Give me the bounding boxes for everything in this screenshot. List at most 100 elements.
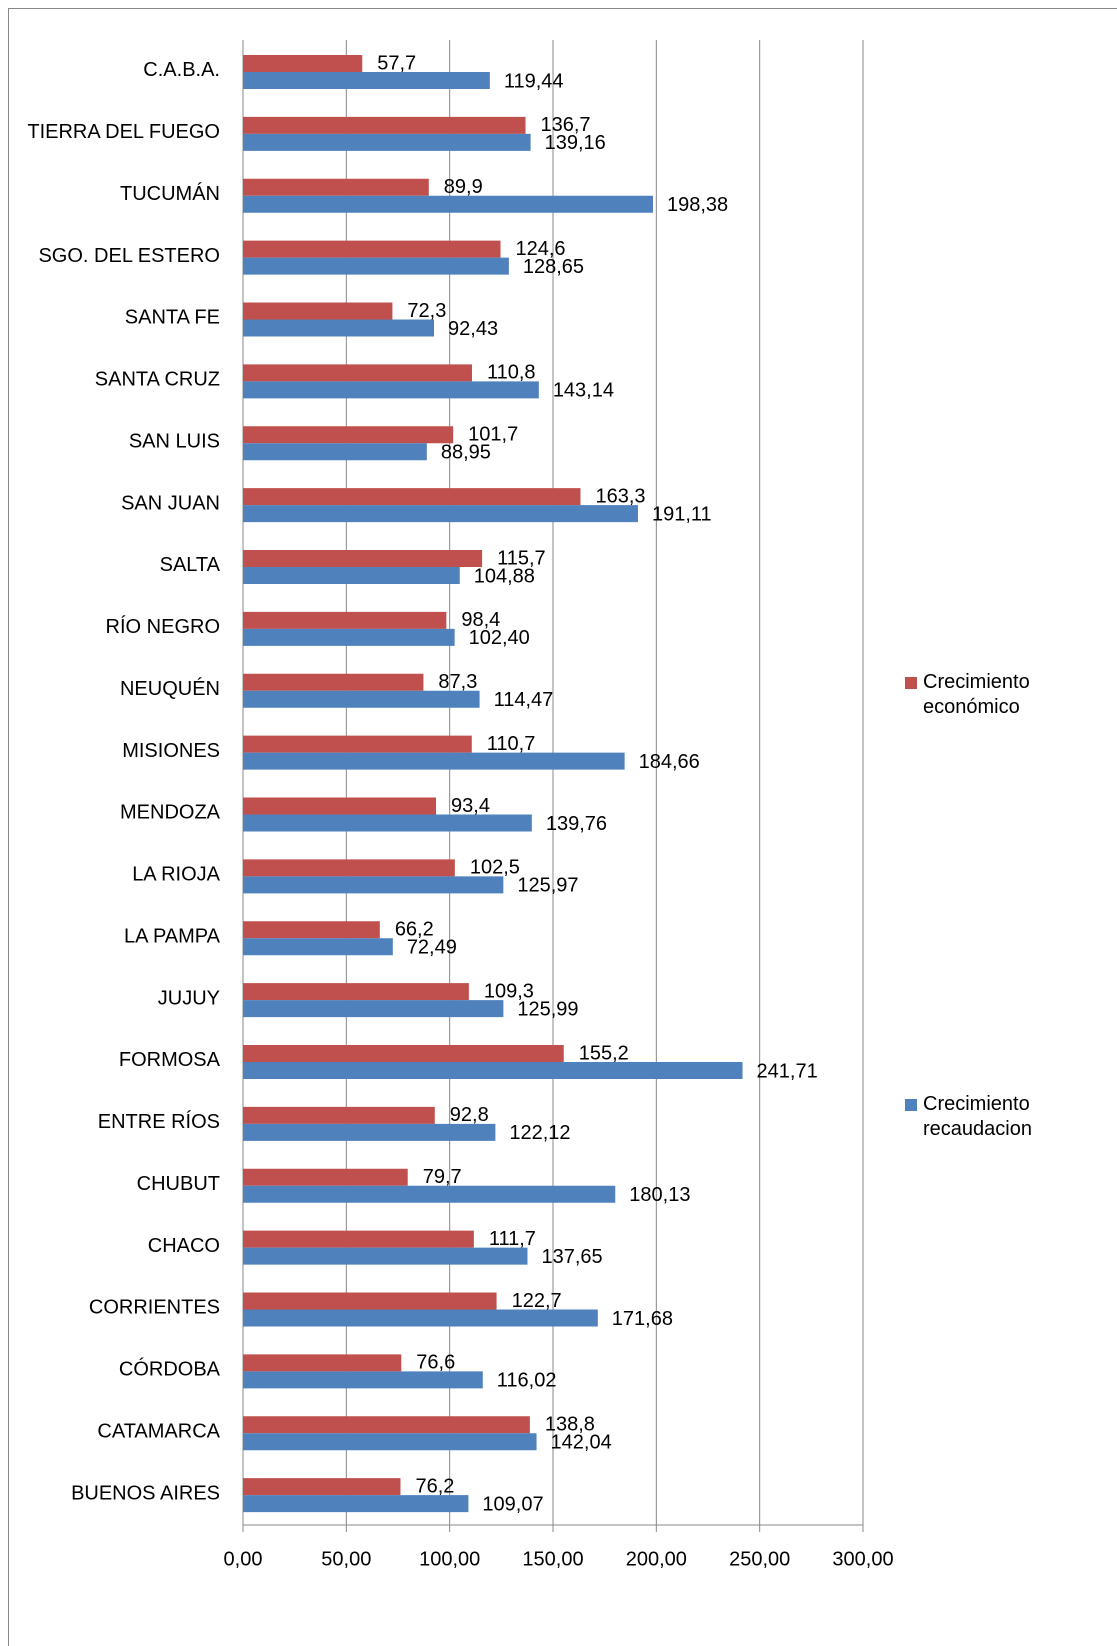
data-label: 87,3	[438, 671, 477, 693]
data-label: 76,2	[415, 1475, 454, 1497]
bar	[243, 1045, 564, 1062]
legend-label: Crecimiento económico	[923, 671, 1030, 718]
x-tick-label: 50,00	[321, 1548, 371, 1570]
bar	[243, 938, 393, 956]
bar	[243, 1371, 483, 1389]
bar	[243, 1309, 598, 1327]
bar	[243, 443, 427, 461]
x-tick-label: 300,00	[832, 1548, 893, 1570]
data-label: 125,99	[517, 998, 578, 1020]
data-label: 57,7	[377, 52, 416, 74]
data-label: 171,68	[612, 1308, 673, 1330]
bar	[243, 1000, 504, 1018]
bar	[243, 133, 531, 151]
data-label: 139,16	[545, 132, 606, 154]
bar	[243, 814, 532, 832]
bar	[243, 257, 509, 275]
y-tick-label: C.A.B.A.	[143, 59, 220, 81]
data-label: 184,66	[639, 751, 700, 773]
bar	[243, 859, 455, 877]
data-label: 122,7	[512, 1290, 562, 1312]
y-tick-label: JUJUY	[158, 987, 220, 1009]
bar	[243, 381, 539, 399]
bar	[243, 1247, 528, 1265]
data-label: 115,7	[497, 547, 546, 569]
bar	[243, 364, 472, 382]
bar	[243, 628, 455, 646]
data-label: 76,6	[416, 1352, 455, 1374]
data-label: 119,44	[504, 70, 564, 92]
data-label: 101,7	[468, 424, 518, 446]
data-label: 143,14	[553, 380, 614, 402]
chart-border	[8, 8, 1117, 1646]
data-label: 110,8	[487, 362, 536, 384]
bar	[243, 673, 424, 691]
y-tick-label: SALTA	[160, 554, 221, 576]
data-label: 241,71	[757, 1060, 818, 1082]
bar	[243, 1230, 474, 1248]
y-tick-label: MISIONES	[122, 740, 220, 762]
y-tick-label: CHUBUT	[137, 1173, 220, 1195]
data-label: 136,7	[541, 114, 591, 136]
y-tick-label: SANTA FE	[125, 307, 220, 329]
bar	[243, 116, 526, 134]
y-tick-label: SGO. DEL ESTERO	[38, 245, 220, 267]
data-label: 191,11	[652, 503, 712, 525]
data-label: 137,65	[541, 1246, 602, 1268]
data-label: 92,43	[448, 318, 498, 340]
bar	[243, 195, 653, 213]
bar	[243, 319, 435, 337]
data-label: 114,47	[494, 689, 554, 711]
y-tick-label: CHACO	[148, 1235, 220, 1257]
x-tick-label: 250,00	[729, 1548, 790, 1570]
data-label: 79,7	[423, 1166, 462, 1188]
bar	[243, 735, 472, 753]
bar	[243, 690, 480, 708]
y-tick-label: ENTRE RÍOS	[98, 1110, 220, 1133]
data-label: 89,9	[444, 176, 483, 198]
bar	[243, 611, 447, 629]
bar	[243, 1123, 496, 1141]
y-tick-label: CORRIENTES	[89, 1297, 220, 1319]
data-label: 93,4	[451, 795, 490, 817]
x-tick-label: 0,00	[224, 1548, 263, 1570]
data-label: 198,38	[667, 194, 728, 216]
bar	[243, 921, 380, 939]
y-tick-label: MENDOZA	[120, 802, 221, 824]
x-tick-label: 150,00	[522, 1548, 583, 1570]
bar	[243, 55, 363, 72]
data-label: 92,8	[450, 1104, 489, 1126]
data-label: 110,7	[487, 733, 536, 755]
y-tick-label: BUENOS AIRES	[71, 1482, 220, 1504]
bar	[243, 1062, 743, 1079]
data-label: 72,3	[407, 300, 446, 322]
data-label: 138,8	[545, 1414, 595, 1436]
data-label: 109,07	[482, 1493, 543, 1515]
data-label: 72,49	[407, 937, 457, 959]
y-tick-label: SAN LUIS	[129, 430, 220, 452]
data-label: 124,6	[516, 238, 566, 260]
y-tick-label: CATAMARCA	[97, 1420, 220, 1442]
bar	[243, 1416, 530, 1434]
bar	[243, 1106, 435, 1124]
data-label: 125,97	[517, 875, 578, 897]
x-tick-label: 200,00	[626, 1548, 687, 1570]
bar	[243, 72, 490, 89]
bar	[243, 1495, 469, 1513]
y-tick-label: FORMOSA	[119, 1049, 221, 1071]
bar	[243, 1168, 408, 1186]
y-tick-label: RÍO NEGRO	[106, 615, 220, 638]
legend-swatch	[905, 1099, 917, 1111]
bar	[243, 488, 581, 506]
data-label: 116,02	[497, 1370, 557, 1392]
bar	[243, 1478, 401, 1496]
y-tick-label: TUCUMÁN	[120, 182, 220, 205]
bar	[243, 1292, 497, 1310]
data-label: 163,3	[595, 485, 645, 507]
bar	[243, 1354, 402, 1372]
data-label: 128,65	[523, 256, 584, 278]
bar	[243, 1433, 537, 1451]
data-label: 66,2	[395, 919, 434, 941]
